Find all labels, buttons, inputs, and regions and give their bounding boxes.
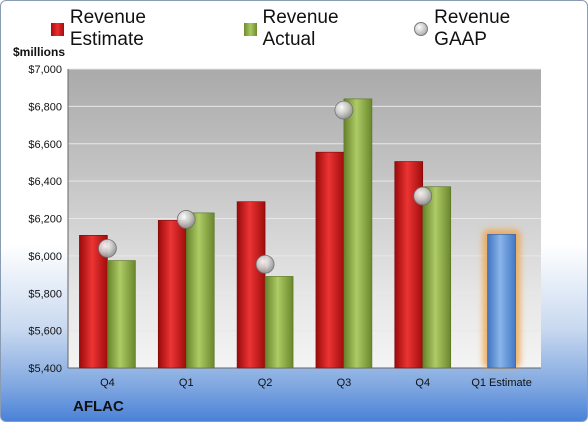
y-tick-label: $5,800 [28,288,62,300]
marker-revenue-gaap [413,186,433,206]
x-tick-label: Q1 [179,377,194,389]
y-tick-label: $7,000 [28,64,62,76]
legend-swatch-revenue-gaap [414,22,429,36]
legend-item-revenue-estimate: Revenue Estimate [51,7,224,51]
bar-revenue-actual [343,98,373,369]
marker-revenue-gaap [334,100,354,120]
y-axis-units-label: $millions [13,45,66,59]
bar-revenue-estimate [79,235,108,369]
legend-label-revenue-actual: Revenue Actual [262,7,339,50]
marker-revenue-gaap [98,238,117,258]
x-tick-label: Q4 [100,377,115,389]
x-tick-label: Q1 Estimate [471,377,532,389]
y-tick-label: $6,600 [28,139,62,151]
legend-item-revenue-gaap: Revenue GAAP [414,7,567,51]
y-tick-label: $6,800 [28,101,62,113]
legend-swatch-revenue-estimate [51,22,64,36]
y-tick-label: $6,200 [28,214,62,226]
marker-revenue-gaap [176,210,196,229]
bar-revenue-estimate [315,151,345,369]
marker-revenue-gaap [255,254,275,274]
y-tick-label: $6,400 [28,176,62,188]
legend-swatch-revenue-actual [243,22,257,36]
legend-label-revenue-gaap: Revenue GAAP [434,7,511,50]
x-tick-label: Q4 [415,377,430,389]
company-name: AFLAC [73,398,124,415]
bar-revenue-estimate [157,220,187,369]
y-tick-label: $5,600 [28,326,62,338]
y-tick-label: $5,400 [28,363,62,375]
bar-revenue-estimate [236,201,266,369]
x-tick-label: Q3 [337,377,352,389]
bar-q1-estimate [487,234,516,369]
legend-item-revenue-actual: Revenue Actual [243,7,395,51]
bar-revenue-actual [264,276,294,369]
bar-revenue-actual [107,260,136,369]
y-tick-label: $6,000 [28,251,62,263]
legend-label-revenue-estimate: Revenue Estimate [69,7,146,50]
bar-revenue-actual [185,212,215,369]
legend: Revenue Estimate Revenue Actual Revenue … [51,7,587,50]
bar-revenue-actual [422,186,452,369]
x-tick-label: Q2 [258,377,273,389]
